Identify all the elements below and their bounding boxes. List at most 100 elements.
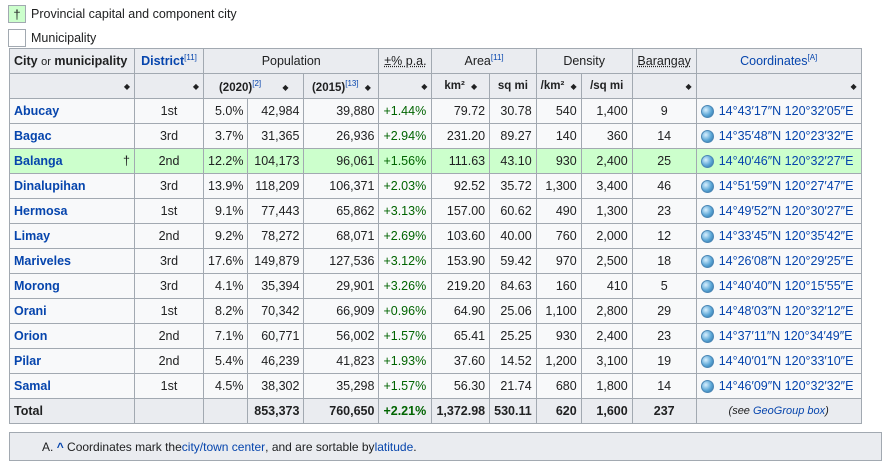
city-name-link[interactable]: Samal	[9, 373, 135, 399]
coordinates-cell[interactable]: 14°43′17″N 120°32′05″E	[695, 98, 862, 124]
globe-icon[interactable]	[700, 104, 714, 118]
city-name-link[interactable]: Morong	[9, 273, 135, 299]
coordinates-link[interactable]: 14°37′11″N 120°34′49″E	[718, 329, 853, 343]
globe-icon[interactable]	[700, 129, 714, 143]
globe-icon[interactable]	[700, 154, 714, 168]
coordinates-cell[interactable]: 14°46′09″N 120°32′32″E	[695, 373, 862, 399]
footnote-backlink[interactable]: ^	[56, 439, 64, 454]
pop-share-cell: 3.7%	[202, 123, 249, 149]
sort-coordinates-button[interactable]: ◆	[695, 73, 862, 99]
city-name-link[interactable]: Mariveles	[9, 248, 135, 274]
area-sqmi-cell: 35.72	[489, 173, 537, 199]
sort-km2-button[interactable]: km² ◆	[431, 73, 491, 99]
legend-municipality-row: Municipality	[8, 27, 237, 49]
coordinates-link[interactable]: 14°48′03″N 120°32′12″E	[718, 304, 854, 318]
city-name-link[interactable]: Orion	[9, 323, 135, 349]
col-growth-header[interactable]: ±% p.a.	[378, 48, 433, 74]
city-name-link[interactable]: Dinalupihan	[9, 173, 135, 199]
density-sqmi-cell: 1,400	[580, 98, 633, 124]
growth-cell: +1.93%	[378, 348, 433, 374]
pop2020-cell: 31,365	[247, 123, 305, 149]
growth-cell: +1.56%	[378, 148, 433, 174]
sort-growth-button[interactable]: ◆	[378, 73, 433, 99]
district-cell: 2nd	[134, 323, 204, 349]
coordinates-link[interactable]: 14°33′45″N 120°35′42″E	[718, 229, 854, 243]
sort-district-button[interactable]: ◆	[134, 73, 204, 99]
city-name-link[interactable]: Limay	[9, 223, 135, 249]
coordinates-cell[interactable]: 14°37′11″N 120°34′49″E	[695, 323, 862, 349]
globe-icon[interactable]	[700, 279, 714, 293]
coordinates-cell[interactable]: 14°33′45″N 120°35′42″E	[695, 223, 862, 249]
coordinates-link[interactable]: 14°40′40″N 120°15′55″E	[718, 279, 854, 293]
coordinates-cell[interactable]: 14°40′46″N 120°32′27″E	[695, 148, 862, 174]
coordinates-cell[interactable]: 14°48′03″N 120°32′12″E	[695, 298, 862, 324]
sort-barangay-button[interactable]: ◆	[631, 73, 697, 99]
area-km2-cell: 56.30	[431, 373, 491, 399]
sort-pop2020-button[interactable]: (2020)[2] ◆	[202, 73, 305, 99]
growth-cell: +2.94%	[378, 123, 433, 149]
coordinates-cell[interactable]: 14°40′01″N 120°33′10″E	[695, 348, 862, 374]
density-km2-cell: 680	[535, 373, 582, 399]
coordinates-cell[interactable]: 14°26′08″N 120°29′25″E	[695, 248, 862, 274]
geogroup-box-link[interactable]: GeoGroup box	[753, 405, 826, 417]
city-name-link[interactable]: Bagac	[9, 123, 135, 149]
pop2020-cell: 149,879	[247, 248, 305, 274]
sort-density-sqmi-button[interactable]: /sq mi	[580, 73, 633, 99]
latitude-link[interactable]: latitude	[374, 439, 414, 454]
city-name-link[interactable]: Hermosa	[9, 198, 135, 224]
pop2015-cell: 35,298	[303, 373, 380, 399]
coordinates-link[interactable]: 14°46′09″N 120°32′32″E	[718, 379, 854, 393]
density-sqmi-cell: 360	[580, 123, 633, 149]
coordinates-link[interactable]: 14°35′48″N 120°23′32″E	[718, 129, 854, 143]
coordinates-cell[interactable]: 14°49′52″N 120°30′27″E	[695, 198, 862, 224]
globe-icon[interactable]	[700, 204, 714, 218]
pop-share-cell: 7.1%	[202, 323, 249, 349]
coordinates-link[interactable]: 14°40′01″N 120°33′10″E	[718, 354, 854, 368]
sort-sqmi-button[interactable]: sq mi	[489, 73, 537, 99]
pop2015-cell: 56,002	[303, 323, 380, 349]
coordinates-cell[interactable]: 14°40′40″N 120°15′55″E	[695, 273, 862, 299]
density-km2-cell: 930	[535, 323, 582, 349]
pop2020-cell: 78,272	[247, 223, 305, 249]
col-coordinates-header[interactable]: Coordinates[A]	[695, 48, 862, 74]
globe-icon[interactable]	[700, 329, 714, 343]
density-sqmi-cell: 2,400	[580, 323, 633, 349]
coordinates-link[interactable]: 14°51′59″N 120°27′47″E	[718, 179, 854, 193]
density-sqmi-cell: 2,500	[580, 248, 633, 274]
coordinates-cell[interactable]: 14°51′59″N 120°27′47″E	[695, 173, 862, 199]
coordinates-link[interactable]: 14°43′17″N 120°32′05″E	[718, 104, 854, 118]
sort-density-km2-button[interactable]: /km² ◆	[535, 73, 582, 99]
col-district-header[interactable]: District[11]	[134, 48, 204, 74]
coordinates-link[interactable]: 14°40′46″N 120°32′27″E	[718, 154, 854, 168]
col-city-header[interactable]: City or municipality	[9, 48, 135, 74]
coordinates-cell[interactable]: 14°35′48″N 120°23′32″E	[695, 123, 862, 149]
city-name-link[interactable]: Balanga †	[9, 148, 135, 174]
growth-cell: +2.69%	[378, 223, 433, 249]
city-name-link[interactable]: Pilar	[9, 348, 135, 374]
city-name-link[interactable]: Abucay	[9, 98, 135, 124]
globe-icon[interactable]	[700, 354, 714, 368]
area-km2-cell: 37.60	[431, 348, 491, 374]
density-sqmi-cell: 1,800	[580, 373, 633, 399]
col-barangay-header[interactable]: Barangay	[631, 48, 697, 74]
area-sqmi-cell: 21.74	[489, 373, 537, 399]
area-km2-cell: 231.20	[431, 123, 491, 149]
city-name-link[interactable]: Orani	[9, 298, 135, 324]
sort-pop2015-button[interactable]: (2015)[13] ◆	[303, 73, 380, 99]
globe-icon[interactable]	[700, 254, 714, 268]
growth-cell: +1.44%	[378, 98, 433, 124]
globe-icon[interactable]	[700, 229, 714, 243]
globe-icon[interactable]	[700, 179, 714, 193]
coordinates-link[interactable]: 14°49′52″N 120°30′27″E	[718, 204, 854, 218]
globe-icon[interactable]	[700, 304, 714, 318]
globe-icon[interactable]	[700, 379, 714, 393]
coordinates-link[interactable]: 14°26′08″N 120°29′25″E	[718, 254, 854, 268]
area-km2-cell: 65.41	[431, 323, 491, 349]
barangay-cell: 46	[631, 173, 697, 199]
pop-share-cell: 4.5%	[202, 373, 249, 399]
district-cell: 3rd	[134, 123, 204, 149]
area-sqmi-cell: 60.62	[489, 198, 537, 224]
sort-city-button[interactable]: ◆	[9, 73, 135, 99]
area-sqmi-cell: 89.27	[489, 123, 537, 149]
city-town-center-link[interactable]: city/town center	[181, 439, 266, 454]
